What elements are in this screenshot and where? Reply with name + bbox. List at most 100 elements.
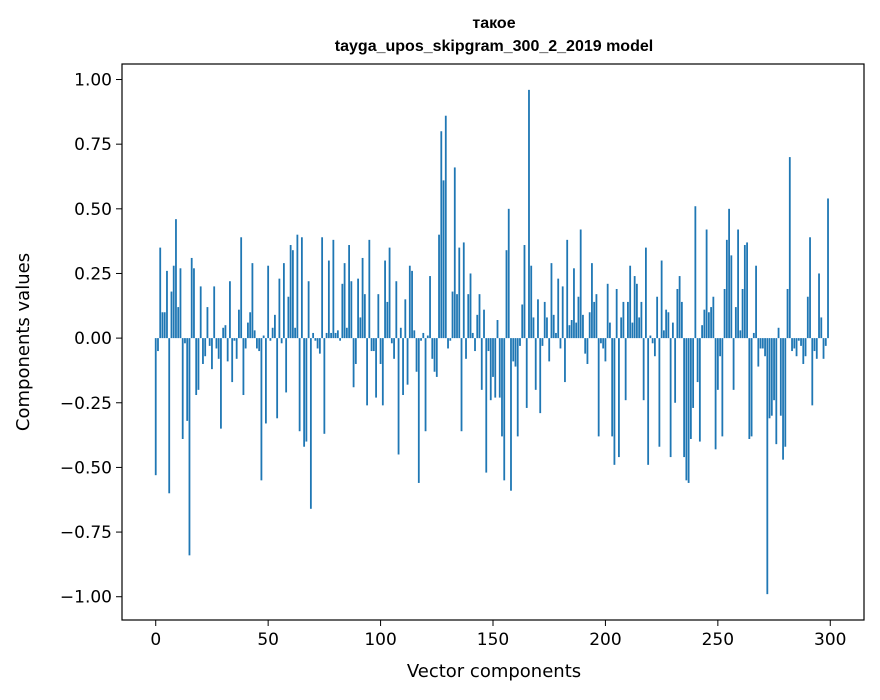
bar-component-2	[159, 247, 162, 339]
bar-component-246	[707, 312, 710, 339]
bar-component-11	[179, 268, 182, 339]
bar-component-195	[593, 301, 596, 339]
bar-component-30	[222, 327, 225, 339]
bar-component-130	[447, 338, 449, 349]
bar-component-206	[618, 338, 620, 458]
bar-component-216	[640, 301, 643, 339]
bar-component-124	[433, 338, 436, 372]
bar-component-241	[696, 338, 699, 383]
bar-component-106	[393, 338, 395, 359]
chart-subtitle: tayga_upos_skipgram_300_2_2019 model	[335, 38, 653, 55]
bar-component-50	[267, 265, 270, 339]
bar-component-1	[157, 338, 159, 352]
bar-component-55	[278, 278, 281, 339]
bar-component-123	[431, 338, 434, 359]
bar-component-12	[181, 338, 184, 439]
bar-component-283	[791, 338, 793, 352]
bar-component-172	[541, 338, 544, 346]
bar-component-127	[440, 131, 443, 339]
bar-component-273	[768, 338, 771, 419]
bar-component-32	[226, 338, 229, 362]
bar-component-145	[480, 338, 483, 390]
bar-component-122	[429, 276, 431, 339]
bar-component-202	[609, 322, 611, 339]
bar-component-103	[386, 301, 389, 339]
bar-component-192	[586, 338, 589, 364]
bar-component-236	[685, 338, 688, 481]
bar-component-255	[728, 208, 730, 339]
bar-component-36	[235, 338, 238, 359]
bar-component-107	[395, 281, 398, 339]
bar-component-213	[633, 276, 636, 339]
bar-component-297	[822, 338, 825, 359]
bar-component-179	[557, 278, 560, 339]
bar-component-247	[710, 307, 712, 339]
bar-component-199	[602, 338, 605, 349]
bar-component-214	[636, 283, 638, 339]
bar-component-278	[779, 338, 782, 416]
bar-component-137	[462, 242, 465, 339]
bar-component-175	[548, 338, 551, 362]
bar-component-24	[208, 338, 211, 346]
bar-component-294	[815, 338, 818, 359]
bar-component-17	[193, 268, 195, 339]
bar-component-176	[550, 263, 553, 339]
bar-component-35	[233, 338, 236, 341]
bar-component-157	[507, 208, 510, 339]
bar-component-165	[525, 338, 528, 408]
bar-component-211	[629, 265, 632, 339]
bar-component-251	[719, 338, 721, 357]
bar-component-9	[175, 219, 177, 339]
bar-component-57	[282, 263, 285, 339]
bar-component-73	[318, 338, 321, 354]
bar-component-196	[595, 294, 598, 339]
bar-component-82	[339, 338, 341, 341]
bar-component-263	[746, 242, 748, 339]
y-tick-label: 0.75	[74, 135, 112, 155]
bar-component-33	[229, 281, 231, 339]
bar-component-218	[645, 247, 647, 339]
bar-component-182	[564, 338, 566, 383]
bar-component-183	[566, 239, 569, 339]
bar-component-154	[501, 338, 503, 437]
bar-component-152	[496, 320, 499, 339]
bar-component-28	[217, 338, 220, 359]
bar-component-268	[757, 338, 760, 367]
bar-component-135	[458, 247, 461, 339]
y-tick-label: 1.00	[74, 71, 112, 91]
bar-component-262	[743, 245, 746, 339]
bar-component-108	[397, 338, 400, 455]
bar-component-16	[190, 257, 193, 339]
bar-component-279	[782, 338, 784, 460]
bar-component-260	[739, 330, 742, 339]
bar-component-39	[242, 338, 245, 396]
bar-component-239	[692, 338, 695, 408]
bar-component-276	[775, 338, 778, 445]
bar-component-221	[651, 338, 654, 344]
bar-component-151	[494, 338, 497, 398]
bar-component-291	[809, 237, 811, 339]
bar-component-40	[244, 338, 247, 349]
bar-component-256	[730, 255, 733, 339]
bar-component-115	[413, 330, 416, 339]
bar-component-188	[577, 296, 580, 339]
bar-component-205	[615, 288, 618, 339]
bar-component-14	[186, 338, 189, 421]
bar-component-3	[161, 312, 164, 339]
bar-component-114	[411, 270, 413, 339]
bar-component-252	[721, 338, 724, 437]
bar-component-78	[330, 332, 333, 339]
bar-component-60	[289, 245, 292, 339]
bar-component-269	[759, 338, 762, 349]
bar-component-234	[680, 301, 683, 339]
bar-component-42	[249, 312, 252, 339]
bar-component-215	[638, 317, 641, 339]
bar-component-242	[698, 338, 701, 442]
bar-component-281	[786, 288, 789, 339]
bar-component-7	[170, 291, 173, 339]
bar-component-117	[417, 338, 420, 483]
bar-component-64	[298, 338, 301, 432]
bar-component-49	[265, 338, 267, 424]
bar-component-131	[449, 338, 452, 341]
bar-component-235	[683, 338, 686, 458]
